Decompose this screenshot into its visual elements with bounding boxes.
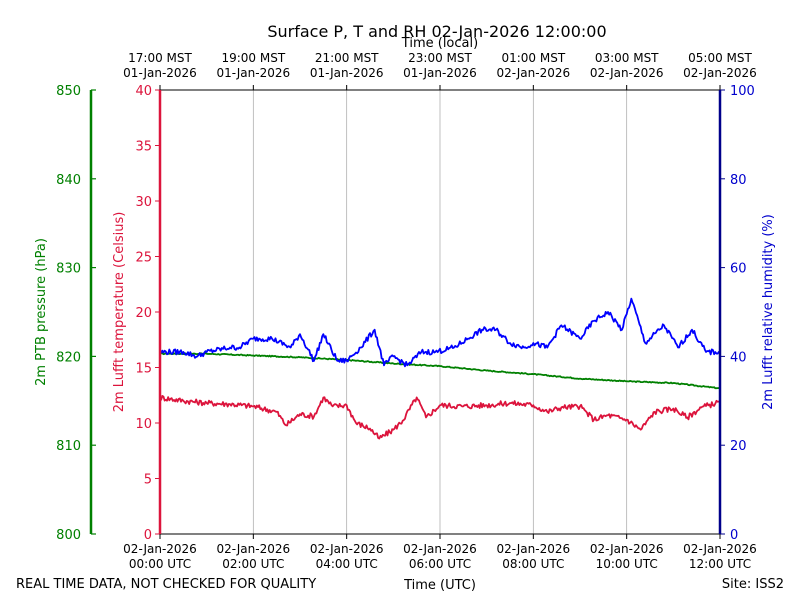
series-line-temperature (159, 395, 721, 440)
temperature-tick-label: 10 (135, 417, 152, 432)
humidity-tick-label: 80 (730, 173, 747, 188)
data-series (159, 297, 721, 440)
plot-frame (89, 89, 722, 535)
x-tick-label: 06:00 UTC (409, 557, 471, 571)
x-tick-label: 02-Jan-2026 (590, 542, 664, 556)
pressure-tick-label: 810 (56, 439, 81, 454)
x2-tick-label: 01-Jan-2026 (123, 66, 197, 80)
x-tick-label: 02-Jan-2026 (497, 542, 571, 556)
temperature-tick-label: 5 (144, 473, 152, 488)
x2-tick-label: 02-Jan-2026 (497, 66, 571, 80)
quality-disclaimer: REAL TIME DATA, NOT CHECKED FOR QUALITY (16, 577, 316, 592)
x2-tick-label: 03:00 MST (595, 51, 659, 65)
x2-tick-label: 01-Jan-2026 (217, 66, 291, 80)
temperature-tick-label: 0 (144, 528, 152, 543)
humidity-axis-label: 2m Lufft relative humidity (%) (761, 214, 776, 410)
x2-tick-label: 01-Jan-2026 (403, 66, 477, 80)
x2-tick-label: 17:00 MST (128, 51, 192, 65)
top-axis-label: Time (local) (401, 36, 478, 51)
x2-tick-label: 01:00 MST (501, 51, 565, 65)
humidity-tick-label: 20 (730, 439, 747, 454)
x-tick-label: 10:00 UTC (596, 557, 658, 571)
temperature-tick-label: 20 (135, 306, 152, 321)
bottom-axis-label: Time (UTC) (403, 578, 476, 593)
x-tick-label: 12:00 UTC (689, 557, 751, 571)
temperature-tick-label: 15 (135, 362, 152, 377)
humidity-tick-label: 0 (730, 528, 738, 543)
x2-tick-label: 02-Jan-2026 (683, 66, 757, 80)
series-line-humidity (159, 297, 721, 368)
chart-title: Surface P, T and RH 02-Jan-2026 12:00:00 (267, 22, 606, 41)
x2-tick-label: 21:00 MST (315, 51, 379, 65)
x-tick-label: 08:00 UTC (502, 557, 564, 571)
x-tick-label: 00:00 UTC (129, 557, 191, 571)
pressure-tick-label: 850 (56, 84, 81, 99)
series-line-pressure (159, 352, 721, 390)
temperature-tick-label: 35 (135, 140, 152, 155)
pressure-tick-label: 820 (56, 350, 81, 365)
x2-tick-label: 05:00 MST (688, 51, 752, 65)
x-tick-label: 02-Jan-2026 (310, 542, 384, 556)
x-tick-label: 02:00 UTC (222, 557, 284, 571)
humidity-tick-label: 60 (730, 262, 747, 277)
x-tick-label: 02-Jan-2026 (123, 542, 197, 556)
temperature-tick-label: 30 (135, 195, 152, 210)
tick-marks: 0 5 10 15 20 25 30 35 40 800 810 820 830 840 850 0 20 40 6… (56, 51, 757, 571)
pressure-axis-label: 2m PTB pressure (hPa) (34, 238, 49, 386)
x2-tick-label: 01-Jan-2026 (310, 66, 384, 80)
temperature-axis-label: 2m Lufft temperature (Celsius) (112, 212, 127, 413)
x2-tick-label: 02-Jan-2026 (590, 66, 664, 80)
temperature-tick-label: 25 (135, 251, 152, 266)
x2-tick-label: 23:00 MST (408, 51, 472, 65)
humidity-tick-label: 100 (730, 84, 755, 99)
pressure-tick-label: 800 (56, 528, 81, 543)
x-tick-label: 02-Jan-2026 (403, 542, 477, 556)
x-tick-label: 02-Jan-2026 (217, 542, 291, 556)
vertical-gridlines (252, 90, 628, 534)
x-tick-label: 04:00 UTC (316, 557, 378, 571)
x-tick-label: 02-Jan-2026 (683, 542, 757, 556)
site-label: Site: ISS2 (722, 577, 784, 592)
humidity-tick-label: 40 (730, 350, 747, 365)
temperature-tick-label: 40 (135, 84, 152, 99)
x2-tick-label: 19:00 MST (221, 51, 285, 65)
pressure-tick-label: 830 (56, 262, 81, 277)
pressure-tick-label: 840 (56, 173, 81, 188)
